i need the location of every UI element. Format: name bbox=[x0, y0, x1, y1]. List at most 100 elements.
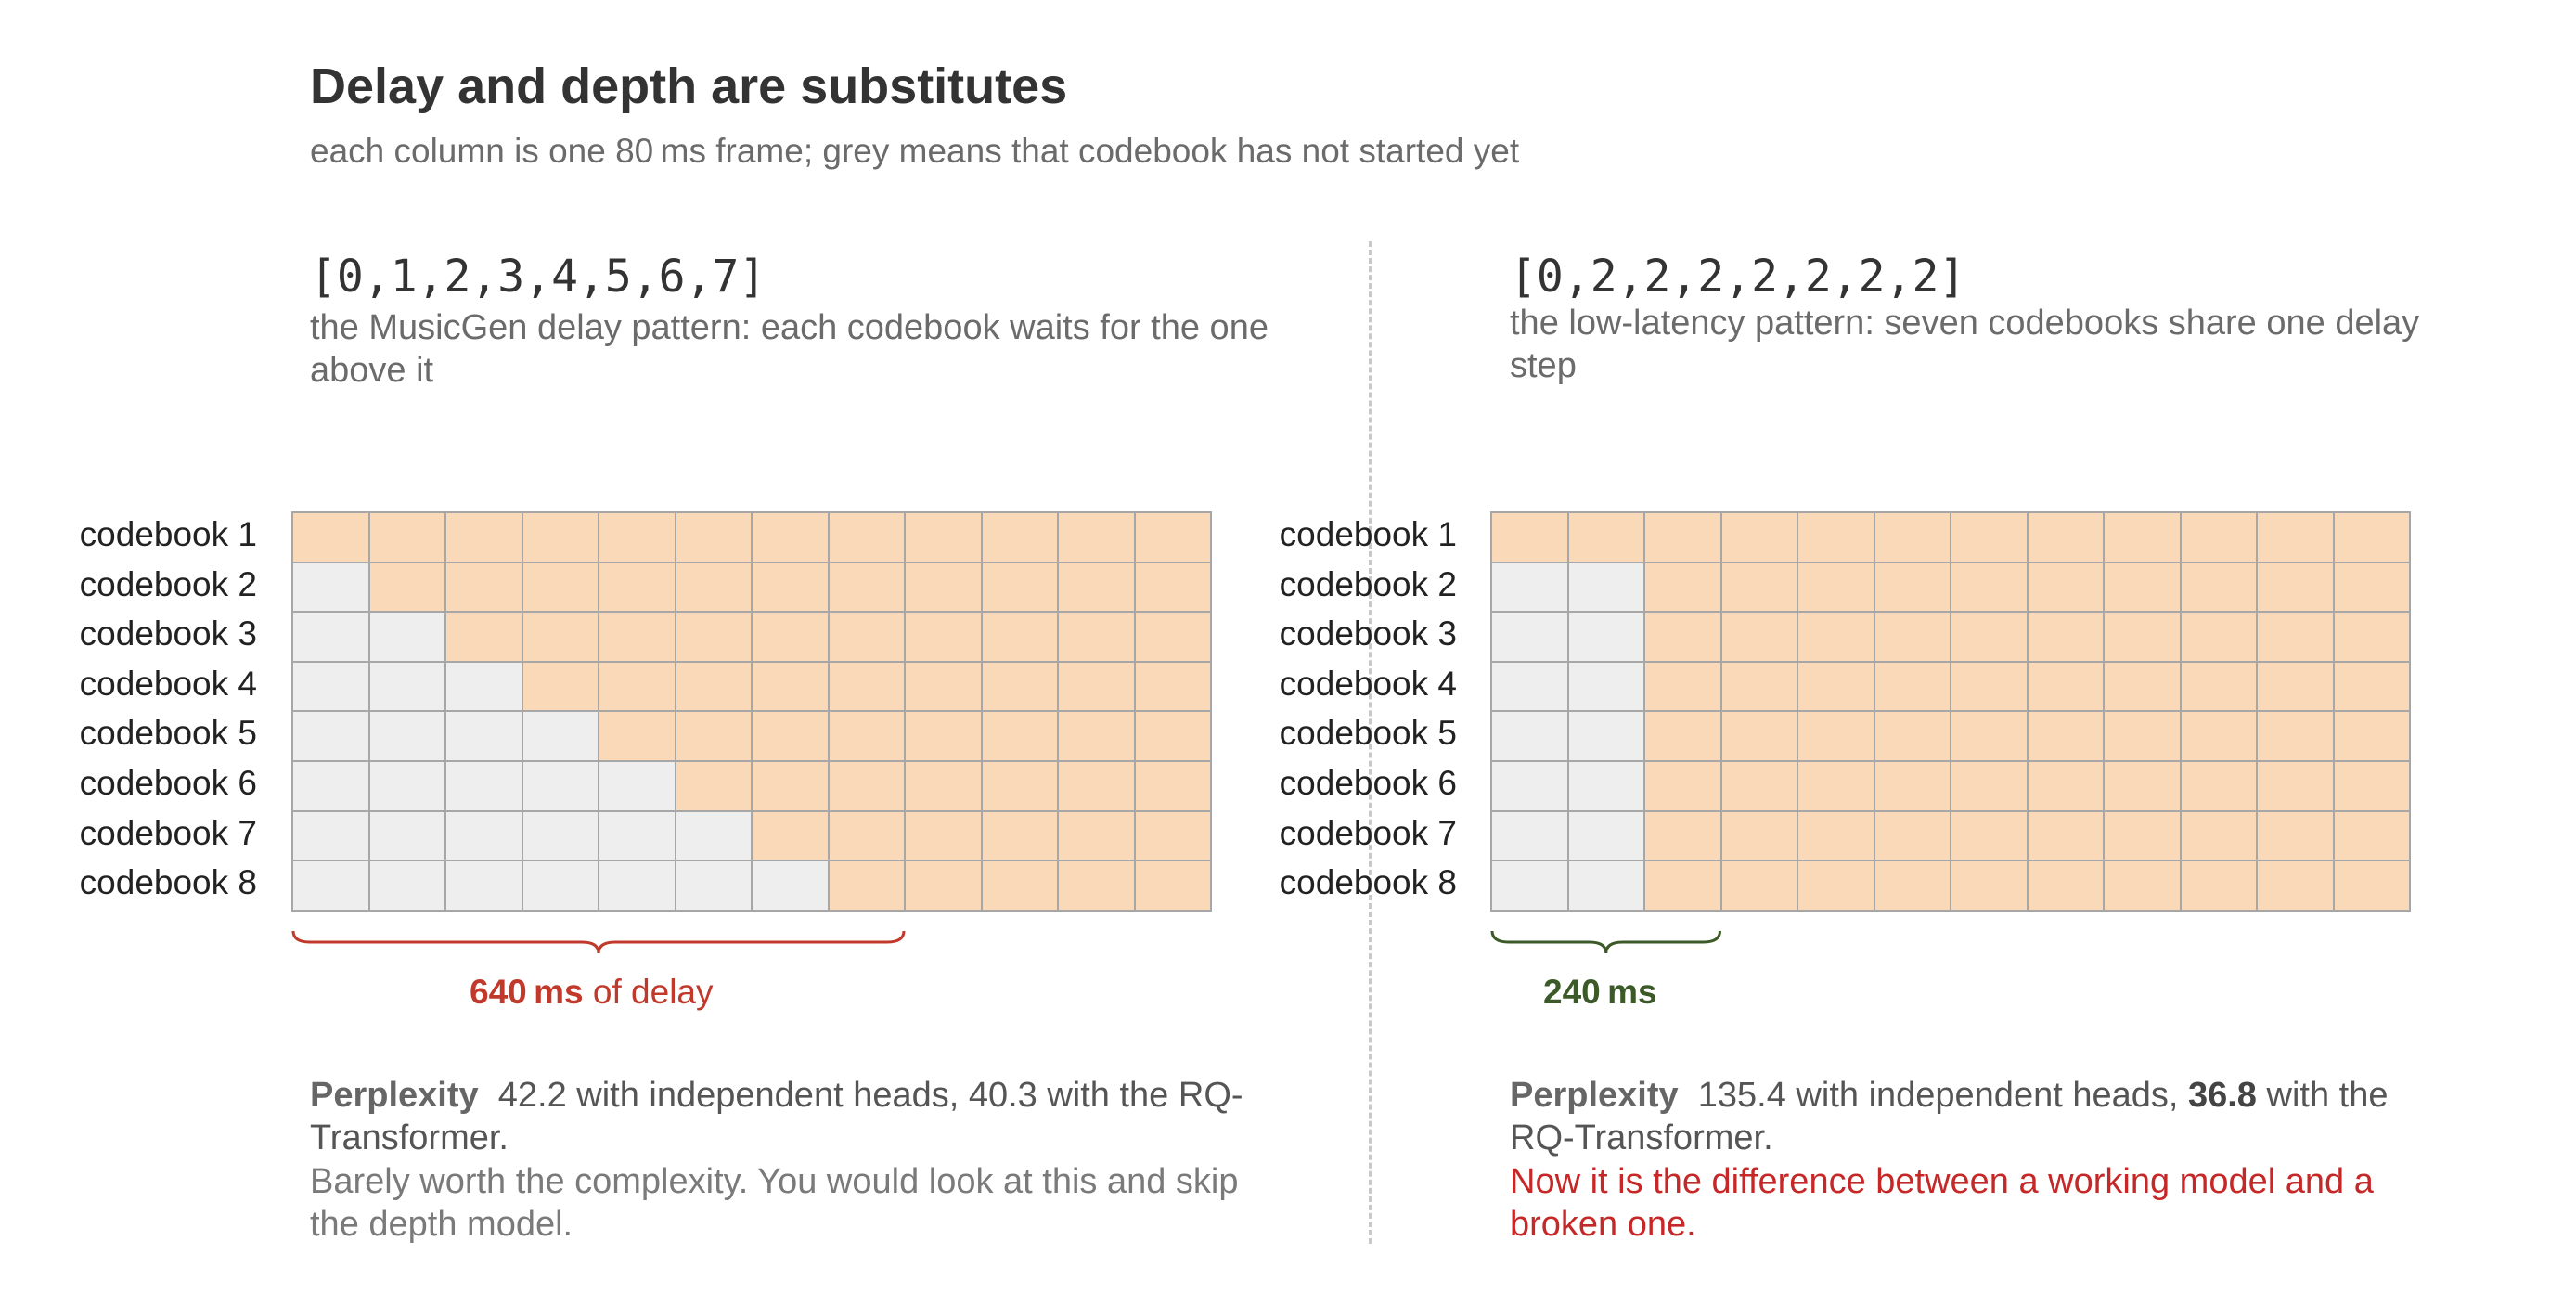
active-frame-cell bbox=[980, 710, 1059, 762]
active-frame-cell bbox=[291, 511, 370, 563]
active-frame-cell bbox=[1950, 809, 2029, 862]
active-frame-cell bbox=[1566, 511, 1645, 563]
active-frame-cell bbox=[2256, 511, 2335, 563]
inactive-frame-cell bbox=[291, 660, 370, 713]
inactive-frame-cell bbox=[598, 809, 676, 862]
right-pattern-description: the low-latency pattern: seven codebooks… bbox=[1510, 304, 2420, 385]
active-frame-cell bbox=[980, 611, 1059, 663]
codebook-label: codebook 8 bbox=[79, 863, 257, 902]
active-frame-cell bbox=[598, 710, 676, 762]
right-pattern-label: [0,2,2,2,2,2,2,2] bbox=[1510, 251, 1966, 303]
active-frame-cell bbox=[2256, 611, 2335, 663]
active-frame-cell bbox=[2026, 511, 2105, 563]
inactive-frame-cell bbox=[444, 809, 523, 862]
right-perplexity-values-2: with the RQ-Transformer. bbox=[1510, 1076, 2389, 1157]
active-frame-cell bbox=[2103, 860, 2182, 912]
active-frame-cell bbox=[598, 660, 676, 713]
active-frame-cell bbox=[367, 561, 446, 614]
active-frame-cell bbox=[1643, 611, 1722, 663]
active-frame-cell bbox=[1873, 809, 1951, 862]
inactive-frame-cell bbox=[1566, 860, 1645, 912]
active-frame-cell bbox=[1490, 511, 1569, 563]
active-frame-cell bbox=[1057, 809, 1136, 862]
inactive-frame-cell bbox=[1566, 660, 1645, 713]
active-frame-cell bbox=[521, 611, 599, 663]
codebook-label: codebook 4 bbox=[79, 664, 257, 703]
active-frame-cell bbox=[1057, 561, 1136, 614]
active-frame-cell bbox=[1950, 611, 2029, 663]
active-frame-cell bbox=[674, 611, 753, 663]
active-frame-cell bbox=[521, 660, 599, 713]
active-frame-cell bbox=[1719, 660, 1798, 713]
active-frame-cell bbox=[2103, 511, 2182, 563]
right-perplexity-text: Perplexity 135.4 with independent heads,… bbox=[1510, 1074, 2447, 1159]
active-frame-cell bbox=[674, 759, 753, 812]
active-frame-cell bbox=[827, 710, 906, 762]
active-frame-cell bbox=[1133, 759, 1212, 812]
active-frame-cell bbox=[2332, 809, 2411, 862]
active-frame-cell bbox=[1873, 759, 1951, 812]
active-frame-cell bbox=[2332, 759, 2411, 812]
inactive-frame-cell bbox=[1490, 759, 1569, 812]
active-frame-cell bbox=[2332, 660, 2411, 713]
right-perplexity-strong: 36.8 bbox=[2187, 1076, 2257, 1115]
active-frame-cell bbox=[1133, 710, 1212, 762]
active-frame-cell bbox=[980, 860, 1059, 912]
active-frame-cell bbox=[1950, 660, 2029, 713]
active-frame-cell bbox=[2332, 860, 2411, 912]
inactive-frame-cell bbox=[1490, 611, 1569, 663]
active-frame-cell bbox=[598, 561, 676, 614]
inactive-frame-cell bbox=[521, 809, 599, 862]
left-delay-suffix: of delay bbox=[583, 973, 714, 1011]
inactive-frame-cell bbox=[1566, 561, 1645, 614]
active-frame-cell bbox=[904, 660, 983, 713]
codebook-label: codebook 8 bbox=[1279, 863, 1457, 902]
active-frame-cell bbox=[1950, 759, 2029, 812]
inactive-frame-cell bbox=[674, 860, 753, 912]
active-frame-cell bbox=[2256, 809, 2335, 862]
grid-row bbox=[1490, 809, 2411, 862]
inactive-frame-cell bbox=[367, 611, 446, 663]
active-frame-cell bbox=[2256, 710, 2335, 762]
page-subtitle: each column is one 80 ms frame; grey mea… bbox=[310, 132, 1520, 170]
inactive-frame-cell bbox=[598, 759, 676, 812]
inactive-frame-cell bbox=[1566, 759, 1645, 812]
active-frame-cell bbox=[904, 809, 983, 862]
active-frame-cell bbox=[2332, 611, 2411, 663]
active-frame-cell bbox=[1797, 561, 1875, 614]
page-title: Delay and depth are substitutes bbox=[310, 58, 1068, 114]
grid-row bbox=[1490, 511, 2411, 563]
codebook-label: codebook 1 bbox=[1279, 515, 1457, 553]
codebook-grid-table bbox=[1490, 511, 2411, 912]
active-frame-cell bbox=[1950, 860, 2029, 912]
inactive-frame-cell bbox=[521, 759, 599, 812]
inactive-frame-cell bbox=[367, 860, 446, 912]
inactive-frame-cell bbox=[1566, 611, 1645, 663]
active-frame-cell bbox=[980, 511, 1059, 563]
inactive-frame-cell bbox=[444, 860, 523, 912]
inactive-frame-cell bbox=[367, 710, 446, 762]
active-frame-cell bbox=[904, 710, 983, 762]
active-frame-cell bbox=[1873, 561, 1951, 614]
active-frame-cell bbox=[1643, 759, 1722, 812]
active-frame-cell bbox=[827, 809, 906, 862]
grid-row bbox=[1490, 860, 2411, 912]
active-frame-cell bbox=[1643, 660, 1722, 713]
inactive-frame-cell bbox=[291, 759, 370, 812]
inactive-frame-cell bbox=[674, 809, 753, 862]
left-perplexity-values: 42.2 with independent heads, 40.3 with t… bbox=[310, 1076, 1243, 1157]
active-frame-cell bbox=[980, 660, 1059, 713]
active-frame-cell bbox=[444, 561, 523, 614]
inactive-frame-cell bbox=[1490, 809, 1569, 862]
active-frame-cell bbox=[2256, 759, 2335, 812]
active-frame-cell bbox=[1797, 710, 1875, 762]
active-frame-cell bbox=[1873, 611, 1951, 663]
active-frame-cell bbox=[444, 511, 523, 563]
codebook-label: codebook 7 bbox=[1279, 813, 1457, 852]
inactive-frame-cell bbox=[444, 759, 523, 812]
inactive-frame-cell bbox=[751, 860, 830, 912]
codebook-label: codebook 1 bbox=[79, 515, 257, 553]
active-frame-cell bbox=[1643, 860, 1722, 912]
active-frame-cell bbox=[1719, 809, 1798, 862]
